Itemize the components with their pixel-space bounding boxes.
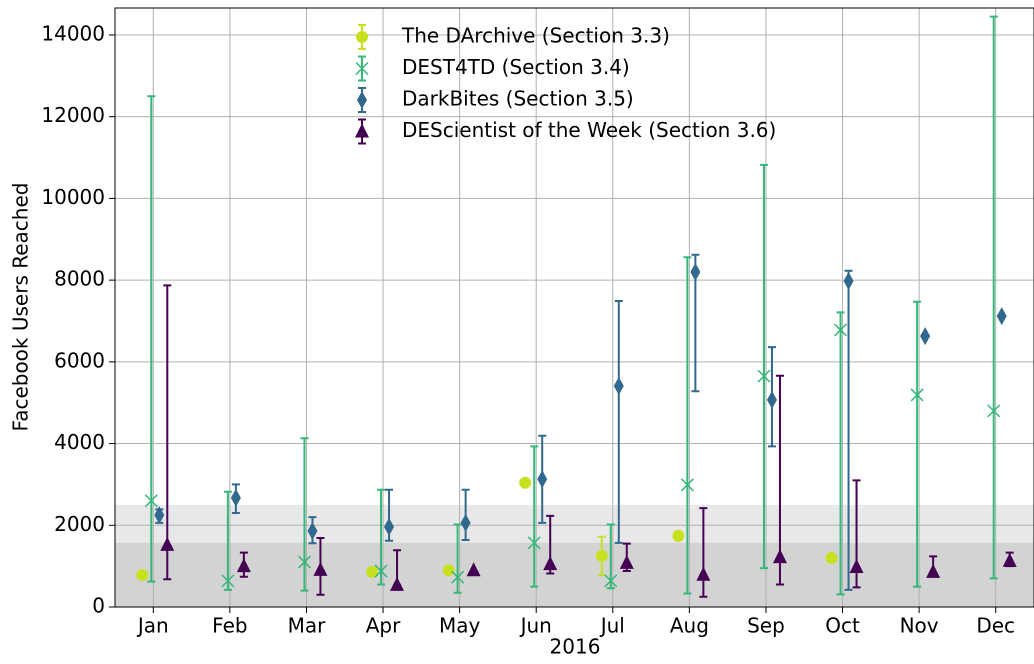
marker <box>519 476 532 489</box>
marker <box>136 569 149 582</box>
marker <box>825 551 838 564</box>
marker <box>230 488 241 507</box>
marker <box>374 564 388 578</box>
marker <box>619 554 634 569</box>
series <box>154 253 1007 591</box>
marker <box>236 558 251 573</box>
error-bar <box>836 311 845 596</box>
marker <box>466 562 481 577</box>
marker <box>221 574 235 588</box>
marker <box>355 123 369 138</box>
x-tick-label: Jul <box>599 614 625 638</box>
marker <box>843 271 854 290</box>
y-tick-label: 12000 <box>41 103 105 127</box>
series <box>144 15 1001 596</box>
marker <box>910 388 924 402</box>
x-tick-label: Oct <box>825 614 860 638</box>
marker <box>160 536 175 551</box>
marker <box>1002 552 1017 567</box>
error-bar <box>759 163 768 570</box>
x-tick-label: Feb <box>212 614 247 638</box>
error-bar <box>163 284 172 581</box>
marker <box>672 529 685 542</box>
x-axis-label: 2016 <box>550 635 601 659</box>
y-tick-label: 0 <box>92 594 105 618</box>
legend: The DArchive (Section 3.3) DEST4TD (Secti… <box>355 24 776 145</box>
marker <box>390 576 405 591</box>
error-bar <box>699 507 708 598</box>
y-tick-label: 8000 <box>54 267 105 291</box>
marker <box>690 262 701 281</box>
x-tick-label: Nov <box>900 614 939 638</box>
marker <box>537 470 548 489</box>
marker <box>680 478 694 492</box>
marker <box>451 570 465 584</box>
error-bar <box>300 437 309 592</box>
x-tick-label: Jun <box>519 614 552 638</box>
marker <box>613 376 624 395</box>
error-bar <box>606 523 615 590</box>
marker <box>696 566 711 581</box>
plot-frame <box>114 7 1034 608</box>
marker <box>834 323 848 337</box>
x-tick-label: Apr <box>366 614 401 638</box>
marker <box>154 506 165 525</box>
marker <box>384 517 395 536</box>
legend-label: The DArchive (Section 3.3) <box>401 24 670 48</box>
marker <box>313 561 328 576</box>
shaded-band <box>115 542 1034 607</box>
y-tick-label: 4000 <box>54 430 105 454</box>
marker <box>757 369 771 383</box>
error-bar <box>453 523 462 594</box>
marker <box>604 574 618 588</box>
y-tick-label: 10000 <box>41 185 105 209</box>
x-tick-label: May <box>439 614 481 638</box>
series <box>160 284 1017 598</box>
marker <box>442 564 455 577</box>
error-bar <box>683 256 692 595</box>
legend-label: DEScientist of the Week (Section 3.6) <box>402 118 776 142</box>
x-tick-label: Dec <box>976 614 1015 638</box>
error-bar <box>989 15 998 580</box>
marker <box>926 563 941 578</box>
marker <box>357 91 367 109</box>
x-tick-label: Aug <box>670 614 709 638</box>
marker <box>297 555 311 569</box>
marker <box>356 31 368 43</box>
marker <box>307 522 318 541</box>
y-tick-label: 6000 <box>54 348 105 372</box>
marker <box>527 536 541 550</box>
marker <box>366 565 379 578</box>
error-bar <box>530 445 539 588</box>
error-bar <box>223 490 232 591</box>
error-bar <box>913 300 922 588</box>
legend-label: DarkBites (Section 3.5) <box>402 87 634 111</box>
x-tick-label: Jan <box>136 614 169 638</box>
error-bar <box>844 269 853 591</box>
y-tick-label: 2000 <box>54 512 105 536</box>
marker <box>766 390 777 409</box>
marker <box>543 556 558 571</box>
marker <box>920 327 931 346</box>
error-bar <box>614 299 623 544</box>
legend-label: DEST4TD (Section 3.4) <box>402 55 630 79</box>
x-tick-label: Mar <box>288 614 327 638</box>
error-bar <box>377 488 386 586</box>
marker <box>996 307 1007 326</box>
series <box>136 476 838 582</box>
marker <box>849 558 864 573</box>
x-tick-label: Sep <box>747 614 785 638</box>
marker <box>595 549 608 562</box>
marker <box>772 549 787 564</box>
marker <box>987 404 1001 418</box>
marker <box>460 513 471 532</box>
marker <box>355 61 369 76</box>
marker <box>144 494 158 508</box>
y-tick-label: 14000 <box>41 21 105 45</box>
y-axis-label: Facebook Users Reached <box>9 183 33 432</box>
